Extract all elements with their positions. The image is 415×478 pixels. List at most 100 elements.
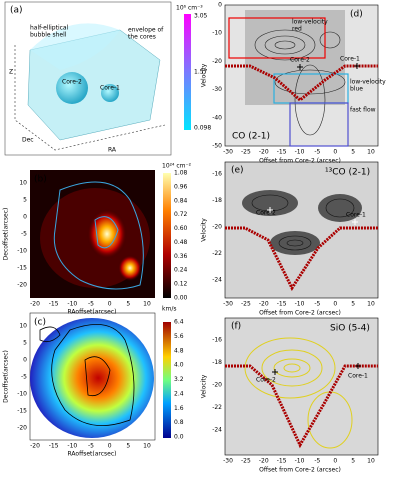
x-tick-label: -30 (223, 149, 233, 156)
y-tick-label: -24 (212, 277, 222, 284)
x-tick-label: 5 (126, 443, 130, 450)
x-tick-label: -15 (49, 301, 59, 308)
core-marker (267, 207, 273, 213)
label: half-elliptical (30, 25, 69, 32)
y-tick-label: -20 (212, 382, 222, 389)
y-axis-label: Decoffset(arcsec) (3, 208, 10, 261)
x-tick-label: 5 (351, 301, 355, 308)
fast-box (289, 102, 349, 147)
colorbar-a (184, 14, 191, 130)
label: bubble shell (30, 32, 67, 39)
x-tick-label: 10 (143, 443, 151, 450)
y-tick-label: 4.0 (174, 362, 184, 369)
x-tick-label: 0 (333, 301, 337, 308)
x-tick-label: 10 (367, 301, 375, 308)
x-axis-label: Offset from Core-2 (arcsec) (259, 310, 341, 317)
y-tick-label: 1.08 (174, 170, 188, 177)
y-tick-label: 0.12 (174, 281, 188, 288)
y-tick-label: -22 (212, 404, 222, 411)
label: CO (2-1) (232, 132, 270, 142)
core-b (118, 255, 142, 281)
label: red (292, 26, 302, 33)
label: SiO (5-4) (330, 324, 370, 334)
y-tick-label: 0.8 (174, 419, 184, 426)
label: (e) (231, 166, 244, 176)
x-tick-label: -25 (241, 149, 251, 156)
y-tick-label: 5 (23, 340, 27, 347)
label: blue (350, 86, 363, 93)
contour-b (53, 181, 144, 290)
contour-d (254, 29, 346, 136)
label: ¹³CO (2-1) (325, 168, 370, 178)
x-tick-label: -10 (295, 301, 305, 308)
y-tick-label: 1.6 (174, 405, 184, 412)
x-axis-label: Offset from Core-2 (arcsec) (259, 467, 341, 474)
y-tick-label: -16 (212, 337, 222, 344)
y-axis-label: Velocity (201, 218, 208, 242)
y-tick-label: 1.57 (194, 69, 208, 76)
y-tick-label: -20 (212, 58, 222, 65)
label: Core-1 (340, 56, 360, 63)
x-tick-label: 5 (351, 149, 355, 156)
contour-c (39, 324, 135, 426)
y-axis-label: Decoffset(arcsec) (3, 350, 10, 403)
y-tick-label: 0.00 (174, 295, 188, 302)
x-tick-label: 0 (333, 149, 337, 156)
label: envelope of (128, 27, 164, 34)
y-tick-label: -10 (17, 391, 27, 398)
y-tick-label: 0 (23, 214, 27, 221)
y-tick-label: 0.84 (174, 197, 188, 204)
x-tick-label: -5 (314, 458, 320, 465)
y-tick-label: -15 (17, 265, 27, 272)
x-tick-label: -5 (88, 443, 94, 450)
x-tick-label: 10 (367, 149, 375, 156)
x-axis-label: RAoffset(arcsec) (67, 309, 116, 316)
layer (4, 1, 379, 456)
x-tick-label: -30 (223, 301, 233, 308)
core-b (87, 209, 127, 259)
map-f (224, 317, 379, 456)
label: 10⁶ cm⁻³ (176, 5, 203, 12)
label: km/s (162, 306, 176, 313)
x-tick-label: 0 (108, 443, 112, 450)
y-tick-label: 0.72 (174, 211, 188, 218)
y-tick-label: 2.4 (174, 390, 184, 397)
colorbar-b (163, 173, 171, 298)
y-tick-label: -18 (212, 359, 222, 366)
x-axis-label: Offset from Core-2 (arcsec) (259, 158, 341, 165)
x-tick-label: -15 (49, 443, 59, 450)
label: Core-2 (62, 79, 82, 86)
label: (b) (34, 175, 47, 185)
core-2-sphere (56, 72, 88, 104)
x-tick-label: -10 (295, 149, 305, 156)
label: 10²⁴ cm⁻² (162, 163, 192, 170)
y-tick-label: 0.60 (174, 225, 188, 232)
x-tick-label: -20 (259, 301, 269, 308)
core-marker (355, 363, 361, 369)
label: Core-1 (346, 212, 366, 219)
y-tick-label: -22 (212, 250, 222, 257)
x-tick-label: -5 (314, 301, 320, 308)
x-tick-label: -25 (241, 458, 251, 465)
y-tick-label: -10 (212, 30, 222, 37)
y-tick-label: 4.8 (174, 347, 184, 354)
x-tick-label: -15 (277, 149, 287, 156)
label: Core-1 (100, 85, 120, 92)
v-curve (225, 364, 378, 449)
y-tick-label: 0.0 (174, 434, 184, 441)
y-axis-label: Velocity (201, 374, 208, 398)
y-tick-label: 0 (23, 357, 27, 364)
x-tick-label: -5 (314, 149, 320, 156)
x-tick-label: -15 (277, 458, 287, 465)
core-marker (297, 64, 303, 70)
shell (30, 23, 120, 70)
core-1-sphere (101, 84, 119, 102)
y-tick-label: 0.48 (174, 239, 188, 246)
y-tick-label: -24 (212, 427, 222, 434)
x-tick-label: -20 (30, 301, 40, 308)
x-tick-label: -30 (223, 458, 233, 465)
x-tick-label: 5 (351, 458, 355, 465)
label: low-velocity (350, 79, 386, 86)
core-marker (352, 219, 358, 225)
